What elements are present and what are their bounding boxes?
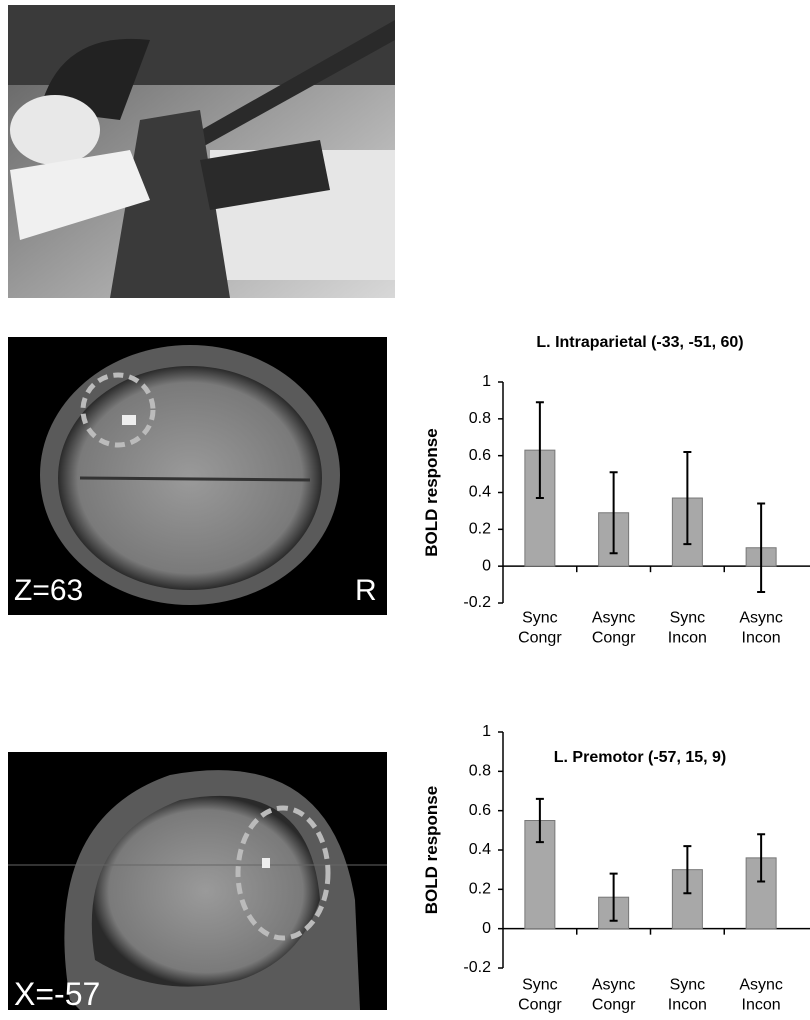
photo bbox=[8, 5, 395, 298]
y-tick-label: 0.8 bbox=[469, 763, 491, 780]
figure: Z=63 R X=-57 L. Intraparietal (-33, -51,… bbox=[0, 0, 810, 1020]
y-tick-label: 0.4 bbox=[469, 484, 491, 501]
y-tick-label: 0.6 bbox=[469, 802, 491, 819]
y-tick-label: 1 bbox=[482, 723, 491, 740]
chart-title: L. Premotor (-57, 15, 9) bbox=[554, 749, 727, 766]
y-tick-label: 0.2 bbox=[469, 881, 491, 898]
image-label: R bbox=[355, 574, 377, 607]
y-tick-label: -0.2 bbox=[463, 959, 491, 976]
y-axis-label: BOLD response bbox=[422, 428, 441, 556]
image-label: Z=63 bbox=[14, 574, 83, 607]
y-tick-label: 0 bbox=[482, 920, 491, 937]
chart-title: L. Intraparietal (-33, -51, 60) bbox=[536, 334, 743, 351]
y-tick-label: 0.8 bbox=[469, 410, 491, 427]
sagittal-brain-image: X=-57 bbox=[8, 752, 387, 1012]
image-label: X=-57 bbox=[14, 976, 100, 1012]
y-tick-label: 1 bbox=[482, 373, 491, 390]
y-tick-label: 0.2 bbox=[469, 521, 491, 538]
axial-brain-image: Z=63 R bbox=[8, 337, 387, 615]
y-tick-label: 0.4 bbox=[469, 841, 491, 858]
y-tick-label: -0.2 bbox=[463, 594, 491, 611]
y-axis-label: BOLD response bbox=[422, 786, 441, 914]
y-tick-label: 0.6 bbox=[469, 447, 491, 464]
y-tick-label: 0 bbox=[482, 557, 491, 574]
